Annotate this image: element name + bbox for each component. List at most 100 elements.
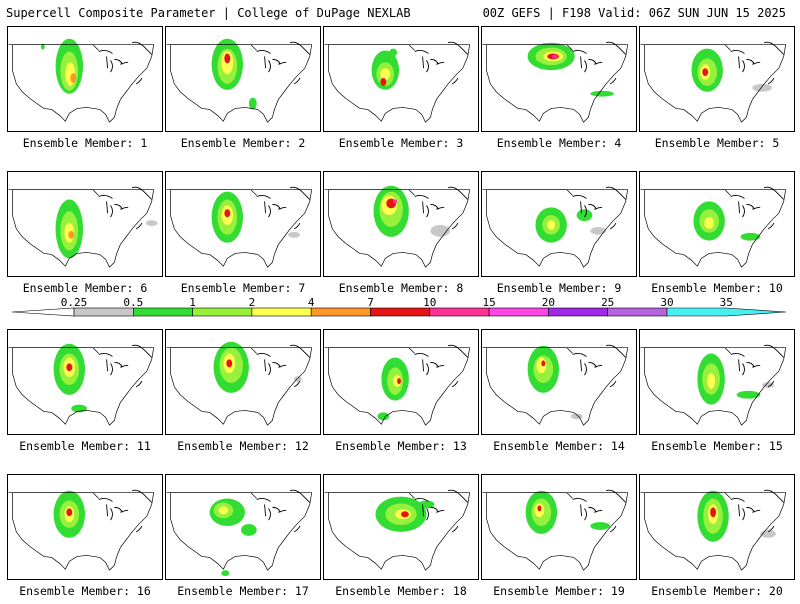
scp-contour: [547, 220, 556, 230]
scp-contour: [762, 382, 774, 388]
scp-contour: [66, 508, 73, 517]
ensemble-panel-16: Ensemble Member: 16: [7, 474, 163, 604]
us-outline: [12, 189, 155, 268]
scp-contour: [70, 73, 77, 83]
ensemble-panel-7: Ensemble Member: 7: [165, 171, 321, 301]
colorbar-segment: [488, 307, 549, 317]
ensemble-panel-19: Ensemble Member: 19: [481, 474, 637, 604]
great-lakes: [98, 49, 129, 73]
ensemble-member-label: Ensemble Member: 14: [493, 439, 625, 453]
scp-contour: [248, 97, 257, 110]
coastline: [289, 41, 311, 85]
canada-border: [482, 492, 573, 499]
scp-contour: [704, 217, 715, 229]
ensemble-map: [481, 171, 637, 277]
map-canvas: [640, 344, 787, 426]
great-lakes: [98, 497, 129, 521]
ensemble-member-label: Ensemble Member: 9: [496, 281, 622, 295]
us-outline: [644, 44, 787, 123]
colorbar-underflow: [11, 307, 75, 317]
chart-title: Supercell Composite Parameter | College …: [6, 6, 411, 20]
ensemble-panel-10: Ensemble Member: 10: [639, 171, 795, 301]
great-lakes: [414, 194, 445, 218]
colorbar-tick-label: 7: [367, 296, 374, 309]
us-outline: [170, 347, 313, 426]
ensemble-member-label: Ensemble Member: 15: [651, 439, 783, 453]
scp-contour: [576, 209, 593, 222]
ensemble-map: [639, 171, 795, 277]
colorbar-tick-label: 10: [423, 296, 436, 309]
coastline: [131, 186, 153, 230]
canada-border: [8, 189, 99, 196]
ensemble-map: [481, 26, 637, 132]
us-outline: [328, 189, 471, 268]
ensemble-map: [165, 329, 321, 435]
scp-contour: [377, 412, 390, 421]
great-lakes: [730, 497, 761, 521]
map-canvas: [640, 41, 787, 123]
coastline: [447, 186, 469, 230]
canada-border: [482, 189, 573, 196]
us-outline: [12, 492, 155, 571]
ensemble-map: [481, 329, 637, 435]
ensemble-member-label: Ensemble Member: 6: [22, 281, 148, 295]
scp-contour: [288, 231, 300, 238]
scp-contour: [590, 522, 611, 530]
us-outline: [328, 347, 471, 426]
colorbar-segment: [73, 307, 134, 317]
scp-contour: [389, 48, 398, 57]
great-lakes: [572, 497, 603, 521]
scp-contour: [536, 357, 547, 374]
great-lakes: [414, 49, 445, 73]
canada-border: [324, 347, 415, 354]
scp-contour: [541, 360, 546, 367]
map-canvas: [640, 186, 787, 268]
ensemble-map: [7, 329, 163, 435]
canada-border: [640, 189, 731, 196]
colorbar-segment: [607, 307, 668, 317]
scp-contour: [710, 507, 717, 518]
ensemble-map: [323, 26, 479, 132]
ensemble-map: [7, 26, 163, 132]
scp-contour: [430, 224, 451, 237]
colorbar-tick-label: 35: [720, 296, 733, 309]
ensemble-map: [323, 329, 479, 435]
scp-contour: [226, 359, 233, 368]
ensemble-panel-15: Ensemble Member: 15: [639, 329, 795, 459]
scp-contour: [218, 506, 229, 515]
map-canvas: [324, 489, 471, 571]
scp-contour: [393, 199, 398, 204]
map-canvas: [482, 344, 629, 426]
canada-border: [640, 347, 731, 354]
ensemble-map: [481, 474, 637, 580]
coastline: [763, 344, 785, 388]
great-lakes: [730, 49, 761, 73]
ensemble-member-label: Ensemble Member: 20: [651, 584, 783, 598]
map-canvas: [324, 344, 471, 426]
great-lakes: [572, 194, 603, 218]
scp-contour: [736, 390, 761, 399]
ensemble-member-label: Ensemble Member: 8: [338, 281, 464, 295]
great-lakes: [414, 352, 445, 376]
ensemble-panel-1: Ensemble Member: 1: [7, 26, 163, 156]
scp-contour: [401, 511, 409, 518]
great-lakes: [256, 194, 287, 218]
coastline: [131, 489, 153, 533]
scp-contour: [397, 378, 401, 384]
scp-contour: [59, 493, 68, 500]
scp-contour: [380, 68, 391, 80]
ensemble-member-label: Ensemble Member: 5: [654, 136, 780, 150]
coastline: [605, 344, 627, 388]
map-canvas: [482, 41, 629, 123]
ensemble-panel-5: Ensemble Member: 5: [639, 26, 795, 156]
ensemble-panel-6: Ensemble Member: 6: [7, 171, 163, 301]
ensemble-panel-11: Ensemble Member: 11: [7, 329, 163, 459]
canada-border: [324, 44, 415, 51]
color-scale-bar: 0.25 0.5 1 2 4 7 10 15 20 25 30 35: [11, 296, 787, 317]
color-scale-legend: 0.25 0.5 1 2 4 7 10 15 20 25 30 35: [0, 296, 800, 320]
scp-contour: [40, 43, 45, 50]
coastline: [131, 344, 153, 388]
canada-border: [8, 347, 99, 354]
colorbar-segment: [192, 307, 253, 317]
map-canvas: [324, 41, 471, 123]
